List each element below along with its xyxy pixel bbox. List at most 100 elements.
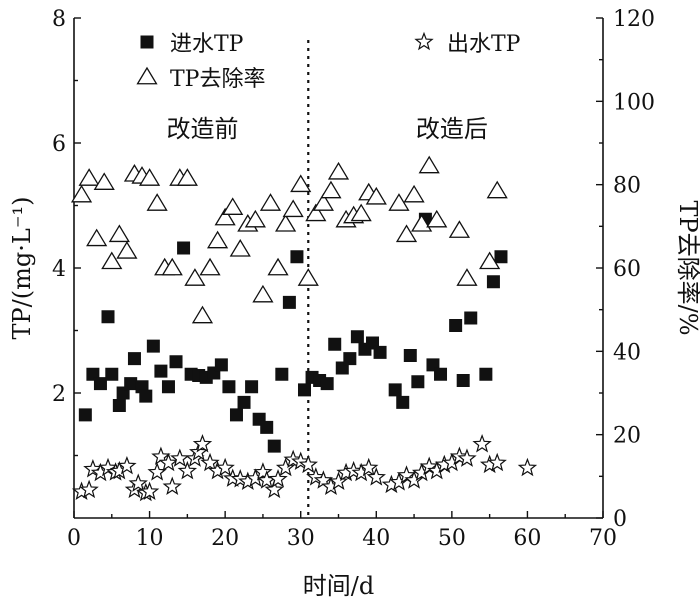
- data-point: [127, 352, 141, 366]
- legend: 进水TP 出水TP TP去除率: [136, 31, 521, 92]
- data-point: [366, 467, 386, 486]
- data-point: [108, 224, 130, 243]
- data-point: [79, 479, 99, 499]
- legend-marker-star: [414, 31, 434, 51]
- annotations: 改造前 改造后: [166, 115, 487, 143]
- data-point: [154, 364, 168, 378]
- data-point: [312, 193, 334, 211]
- data-point: [305, 203, 327, 222]
- data-point: [162, 476, 182, 496]
- series-influent-tp: [78, 212, 508, 453]
- series-effluent-tp: [71, 434, 538, 502]
- data-point: [177, 241, 191, 255]
- data-point: [457, 448, 477, 467]
- data-point: [83, 459, 103, 478]
- data-point: [396, 395, 410, 409]
- data-point: [146, 339, 160, 353]
- data-point: [403, 184, 425, 203]
- data-point: [282, 199, 304, 218]
- data-point: [419, 456, 439, 476]
- y-right-tick-label: 80: [613, 174, 641, 199]
- data-point: [139, 481, 160, 501]
- y-left-axis-label: TP/(mg·L⁻¹): [8, 197, 36, 340]
- data-point: [290, 174, 312, 193]
- series-tp-removal-rate: [70, 155, 508, 324]
- data-point: [78, 168, 100, 186]
- data-point: [158, 452, 179, 472]
- y-left-tick-label: 6: [52, 132, 66, 157]
- data-point: [214, 207, 236, 226]
- data-point: [456, 268, 478, 286]
- data-point: [290, 250, 304, 264]
- data-point: [297, 383, 311, 397]
- data-point: [214, 358, 228, 372]
- data-point: [343, 352, 357, 366]
- data-point: [264, 479, 284, 499]
- y-right-axis-label: TP去除率/%: [674, 200, 700, 335]
- data-point: [359, 457, 379, 477]
- data-point: [275, 213, 297, 232]
- x-tick-label: 70: [589, 526, 617, 551]
- x-tick-label: 10: [136, 526, 164, 551]
- data-point: [320, 180, 342, 199]
- data-point: [101, 251, 123, 270]
- data-point: [395, 224, 418, 243]
- data-point: [328, 471, 349, 491]
- axis-labels: 时间/d TP/(mg·L⁻¹) TP去除率/%: [8, 197, 700, 600]
- data-point: [229, 238, 251, 257]
- data-point: [191, 305, 214, 324]
- data-point: [350, 330, 364, 344]
- data-point: [105, 367, 119, 381]
- x-tick-label: 60: [513, 526, 541, 551]
- data-point: [259, 193, 282, 211]
- data-point: [93, 172, 115, 190]
- data-point: [161, 257, 183, 276]
- data-point: [260, 420, 274, 434]
- data-point: [237, 395, 251, 409]
- x-tick-label: 40: [362, 526, 390, 551]
- x-tick-label: 20: [211, 526, 239, 551]
- data-point: [494, 250, 508, 264]
- data-point: [253, 462, 273, 481]
- data-point: [98, 457, 118, 477]
- legend-marker-square: [140, 35, 154, 49]
- data-point: [244, 209, 266, 228]
- data-point: [517, 457, 538, 477]
- data-point: [275, 457, 296, 477]
- data-point: [448, 220, 471, 238]
- data-point: [479, 367, 493, 381]
- data-point: [388, 383, 402, 397]
- data-point: [124, 377, 138, 391]
- data-point: [78, 408, 92, 422]
- legend-marker-triangle: [136, 66, 158, 85]
- data-point: [128, 473, 148, 492]
- data-point: [86, 228, 108, 247]
- data-point: [298, 454, 318, 474]
- data-point: [267, 257, 289, 276]
- data-point: [146, 193, 168, 211]
- data-point: [199, 257, 221, 276]
- data-point: [282, 295, 296, 309]
- data-point: [403, 349, 417, 362]
- data-point: [200, 452, 220, 472]
- data-point: [426, 209, 448, 228]
- data-point: [373, 345, 387, 359]
- data-point: [170, 448, 190, 467]
- data-point: [229, 408, 243, 422]
- data-point: [396, 465, 417, 484]
- data-point: [464, 311, 478, 325]
- y-right-tick-label: 60: [613, 257, 641, 282]
- data-point: [472, 434, 492, 453]
- data-point: [101, 310, 115, 324]
- x-tick-label: 30: [287, 526, 315, 551]
- data-point: [215, 457, 235, 477]
- data-point: [267, 439, 281, 453]
- data-point: [486, 275, 500, 289]
- y-right-tick-label: 0: [613, 507, 627, 532]
- data-point: [161, 380, 175, 394]
- data-point: [411, 213, 433, 232]
- data-point: [252, 284, 274, 303]
- data-point: [177, 460, 198, 480]
